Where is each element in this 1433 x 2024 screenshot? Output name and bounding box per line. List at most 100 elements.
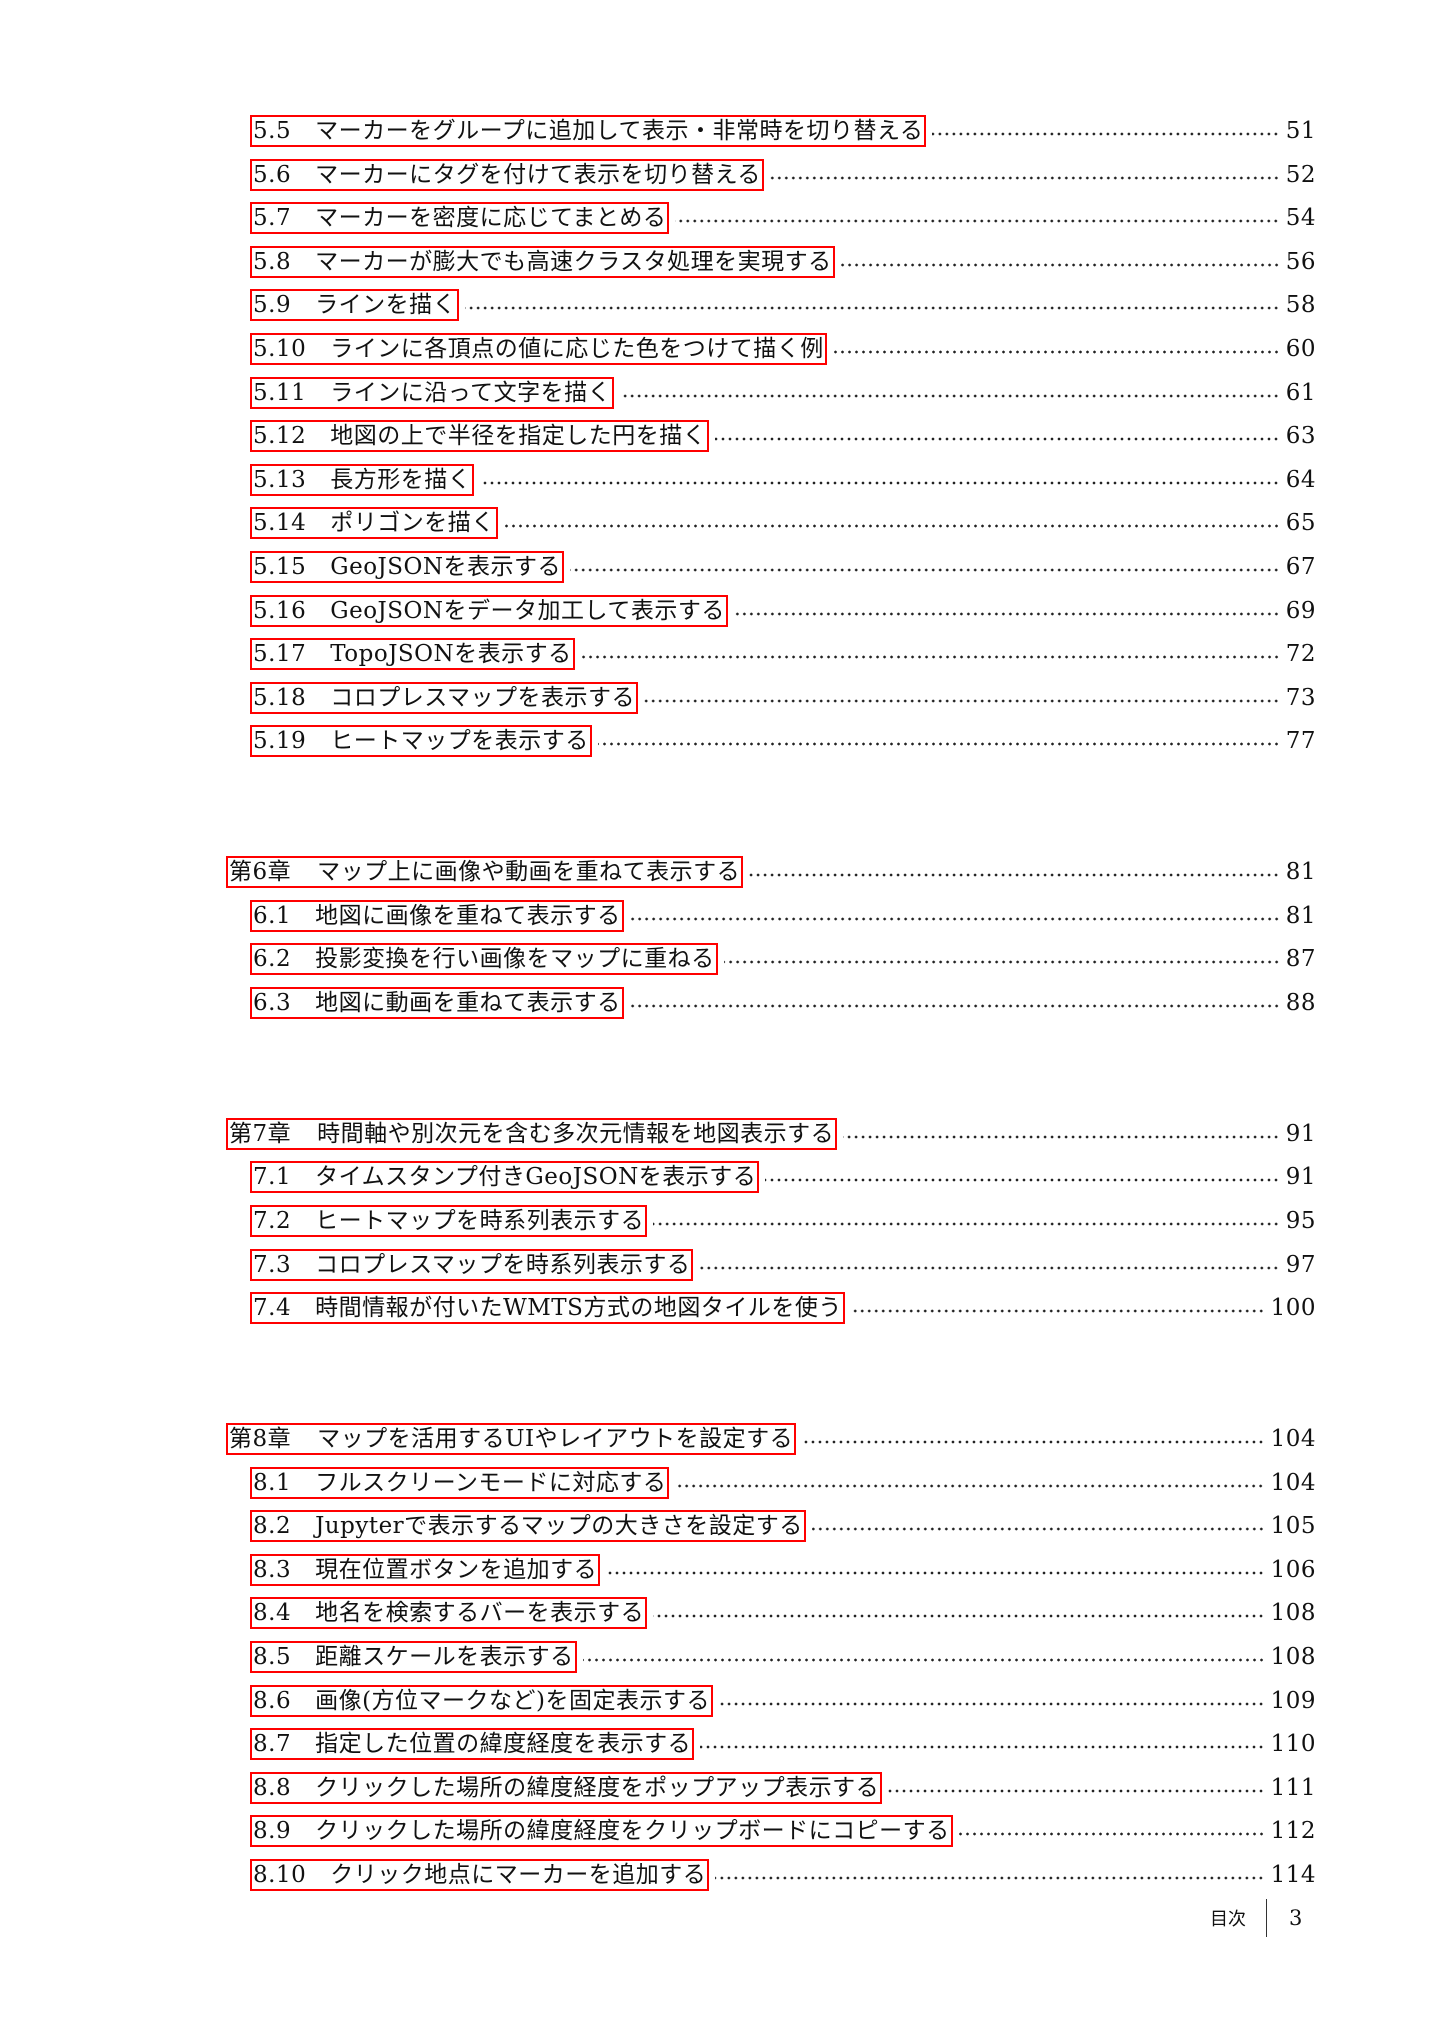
toc-entry-number: 5.12 <box>253 423 307 450</box>
toc-entry-number: 5.11 <box>253 379 307 406</box>
toc-section-entry[interactable]: 8.2 Jupyterで表示するマップの大きさを設定する 105 <box>250 1504 1316 1548</box>
dot-leader <box>700 1745 1265 1750</box>
toc-section-entry[interactable]: 5.19 ヒートマップを表示する 77 <box>250 719 1316 763</box>
toc-entry-number: 7.1 <box>253 1164 292 1191</box>
toc-entry-highlight[interactable]: 5.6 マーカーにタグを付けて表示を切り替える <box>250 158 764 191</box>
toc-entry-highlight[interactable]: 5.9 ラインを描く <box>250 289 460 322</box>
toc-entry-highlight[interactable]: 5.10 ラインに各頂点の値に応じた色をつけて描く例 <box>250 333 827 365</box>
toc-section-entry[interactable]: 5.7 マーカーを密度に応じてまとめる 54 <box>250 196 1316 240</box>
toc-section-entry[interactable]: 7.1 タイムスタンプ付きGeoJSONを表示する 91 <box>250 1155 1316 1199</box>
dot-leader <box>597 742 1280 747</box>
toc-entry-highlight[interactable]: 7.1 タイムスタンプ付きGeoJSONを表示する <box>250 1161 760 1194</box>
toc-entry-page: 88 <box>1285 990 1316 1016</box>
toc-section-entry[interactable]: 5.16 GeoJSONをデータ加工して表示する 69 <box>250 589 1316 633</box>
toc-entry-number: 5.16 <box>253 597 307 624</box>
toc-entry-highlight[interactable]: 8.3 現在位置ボタンを追加する <box>250 1553 601 1586</box>
toc-entry-highlight[interactable]: 5.16 GeoJSONをデータ加工して表示する <box>250 594 728 627</box>
toc-entry-page: 112 <box>1270 1818 1316 1845</box>
toc-entry-page: 108 <box>1270 1600 1316 1627</box>
toc-entry-page: 64 <box>1285 466 1316 493</box>
toc-section-entry[interactable]: 8.7 指定した位置の緯度経度を表示する 110 <box>250 1722 1316 1766</box>
toc-entry-title: マーカーが膨大でも高速クラスタ処理を実現する <box>315 248 832 275</box>
toc-section-entry[interactable]: 5.14 ポリゴンを描く 65 <box>250 501 1316 545</box>
toc-entry-highlight[interactable]: 8.10 クリック地点にマーカーを追加する <box>250 1859 710 1891</box>
toc-section-entry[interactable]: 8.4 地名を検索するバーを表示する 108 <box>250 1591 1316 1635</box>
toc-entry-highlight[interactable]: 5.14 ポリゴンを描く <box>250 507 498 540</box>
toc-entry-number: 5.17 <box>253 641 307 668</box>
toc-entry-highlight[interactable]: 6.3 地図に動画を重ねて表示する <box>250 987 624 1019</box>
toc-entry-page: 110 <box>1270 1731 1316 1758</box>
toc-section-entry[interactable]: 6.2 投影変換を行い画像をマップに重ねる 87 <box>250 937 1316 981</box>
toc-entry-highlight[interactable]: 8.5 距離スケールを表示する <box>250 1641 577 1673</box>
toc-section-entry[interactable]: 5.18 コロプレスマップを表示する 73 <box>250 676 1316 720</box>
toc-section-entry[interactable]: 5.9 ラインを描く 58 <box>250 283 1316 327</box>
toc-chapter-entry[interactable]: 第8章 マップを活用するUIやレイアウトを設定する 104 <box>226 1417 1316 1461</box>
toc-entry-highlight[interactable]: 第6章 マップ上に画像や動画を重ねて表示する <box>226 856 744 889</box>
toc-entry-highlight[interactable]: 第8章 マップを活用するUIやレイアウトを設定する <box>226 1423 797 1455</box>
dot-leader <box>958 1832 1265 1837</box>
toc-entry-title: マーカーをグループに追加して表示・非常時を切り替える <box>315 118 924 144</box>
toc-entry-highlight[interactable]: 5.12 地図の上で半径を指定した円を描く <box>250 420 710 453</box>
toc-section-entry[interactable]: 8.9 クリックした場所の緯度経度をクリップボードにコピーする 112 <box>250 1809 1316 1853</box>
toc-section-entry[interactable]: 6.1 地図に画像を重ねて表示する 81 <box>250 894 1316 938</box>
toc-entry-highlight[interactable]: 8.6 画像(方位マークなど)を固定表示する <box>250 1684 714 1717</box>
toc-section-entry[interactable]: 8.3 現在位置ボタンを追加する 106 <box>250 1548 1316 1592</box>
toc-entry-highlight[interactable]: 8.4 地名を検索するバーを表示する <box>250 1597 648 1630</box>
dot-leader <box>802 1440 1265 1444</box>
toc-entry-highlight[interactable]: 6.2 投影変換を行い画像をマップに重ねる <box>250 943 718 976</box>
toc-entry-title: ポリゴンを描く <box>330 510 495 537</box>
dot-leader <box>606 1570 1265 1575</box>
toc-section-entry[interactable]: 6.3 地図に動画を重ねて表示する 88 <box>250 981 1316 1025</box>
toc-section-entry[interactable]: 5.6 マーカーにタグを付けて表示を切り替える 52 <box>250 153 1316 197</box>
toc-section-entry[interactable]: 7.2 ヒートマップを時系列表示する 95 <box>250 1199 1316 1243</box>
toc-entry-number: 5.5 <box>253 118 292 144</box>
toc-entry-page: 67 <box>1285 554 1316 580</box>
toc-entry-title: 地図に画像を重ねて表示する <box>315 902 621 929</box>
toc-entry-highlight[interactable]: 7.3 コロプレスマップを時系列表示する <box>250 1248 694 1281</box>
toc-entry-title: ラインに各頂点の値に応じた色をつけて描く例 <box>330 336 824 362</box>
toc-entry-highlight[interactable]: 5.13 長方形を描く <box>250 463 475 496</box>
toc-section-entry[interactable]: 8.10 クリック地点にマーカーを追加する 114 <box>250 1853 1316 1897</box>
toc-entry-number: 5.18 <box>253 684 307 711</box>
toc-section-entry[interactable]: 7.4 時間情報が付いたWMTS方式の地図タイルを使う 100 <box>250 1286 1316 1330</box>
toc-entry-highlight[interactable]: 7.2 ヒートマップを時系列表示する <box>250 1205 648 1237</box>
toc-section-entry[interactable]: 5.12 地図の上で半径を指定した円を描く 63 <box>250 414 1316 458</box>
toc-section-entry[interactable]: 5.13 長方形を描く 64 <box>250 458 1316 502</box>
toc-entry-highlight[interactable]: 5.19 ヒートマップを表示する <box>250 725 592 758</box>
toc-section-entry[interactable]: 8.8 クリックした場所の緯度経度をポップアップ表示する 111 <box>250 1766 1316 1810</box>
dot-leader <box>653 1222 1280 1226</box>
toc-entry-number: 7.4 <box>253 1295 292 1322</box>
toc-section-entry[interactable]: 5.5 マーカーをグループに追加して表示・非常時を切り替える 51 <box>250 109 1316 153</box>
toc-section-entry[interactable]: 5.11 ラインに沿って文字を描く 61 <box>250 371 1316 415</box>
dot-leader <box>715 437 1280 442</box>
toc-entry-highlight[interactable]: 8.9 クリックした場所の緯度経度をクリップボードにコピーする <box>250 1815 953 1848</box>
toc-entry-highlight[interactable]: 第7章 時間軸や別次元を含む多次元情報を地図表示する <box>226 1117 838 1150</box>
toc-section-entry[interactable]: 8.5 距離スケールを表示する 108 <box>250 1635 1316 1679</box>
dot-leader <box>811 1527 1265 1532</box>
toc-entry-highlight[interactable]: 5.7 マーカーを密度に応じてまとめる <box>250 202 670 235</box>
toc-entry-highlight[interactable]: 5.11 ラインに沿って文字を描く <box>250 376 615 409</box>
toc-section-entry[interactable]: 8.6 画像(方位マークなど)を固定表示する 109 <box>250 1679 1316 1723</box>
toc-section-entry[interactable]: 5.17 TopoJSONを表示する 72 <box>250 632 1316 676</box>
toc-section-entry[interactable]: 7.3 コロプレスマップを時系列表示する 97 <box>250 1243 1316 1287</box>
toc-entry-number: 8.9 <box>253 1818 292 1845</box>
toc-section-entry[interactable]: 5.15 GeoJSONを表示する 67 <box>250 545 1316 589</box>
toc-entry-highlight[interactable]: 6.1 地図に画像を重ねて表示する <box>250 899 624 932</box>
toc-entry-highlight[interactable]: 8.2 Jupyterで表示するマップの大きさを設定する <box>250 1510 806 1543</box>
toc-entry-title: マーカーにタグを付けて表示を切り替える <box>315 161 761 188</box>
toc-entry-highlight[interactable]: 7.4 時間情報が付いたWMTS方式の地図タイルを使う <box>250 1292 845 1325</box>
toc-section-entry[interactable]: 5.10 ラインに各頂点の値に応じた色をつけて描く例 60 <box>250 327 1316 371</box>
toc-entry-highlight[interactable]: 5.15 GeoJSONを表示する <box>250 551 565 583</box>
toc-entry-highlight[interactable]: 8.7 指定した位置の緯度経度を表示する <box>250 1728 695 1761</box>
toc-section-entry[interactable]: 5.8 マーカーが膨大でも高速クラスタ処理を実現する 56 <box>250 240 1316 284</box>
toc-chapter-entry[interactable]: 第7章 時間軸や別次元を含む多次元情報を地図表示する 91 <box>226 1112 1316 1156</box>
toc-chapter-entry[interactable]: 第6章 マップ上に画像や動画を重ねて表示する 81 <box>226 850 1316 894</box>
toc-entry-highlight[interactable]: 8.8 クリックした場所の緯度経度をポップアップ表示する <box>250 1771 883 1804</box>
toc-entry-highlight[interactable]: 8.1 フルスクリーンモードに対応する <box>250 1466 670 1499</box>
toc-entry-highlight[interactable]: 5.5 マーカーをグループに追加して表示・非常時を切り替える <box>250 115 927 147</box>
toc-entry-highlight[interactable]: 5.18 コロプレスマップを表示する <box>250 681 639 714</box>
toc-section-entry[interactable]: 8.1 フルスクリーンモードに対応する 104 <box>250 1461 1316 1505</box>
toc-entry-highlight[interactable]: 5.17 TopoJSONを表示する <box>250 638 575 671</box>
toc-entry-highlight[interactable]: 5.8 マーカーが膨大でも高速クラスタ処理を実現する <box>250 245 835 278</box>
toc-entry-page: 97 <box>1285 1251 1316 1278</box>
